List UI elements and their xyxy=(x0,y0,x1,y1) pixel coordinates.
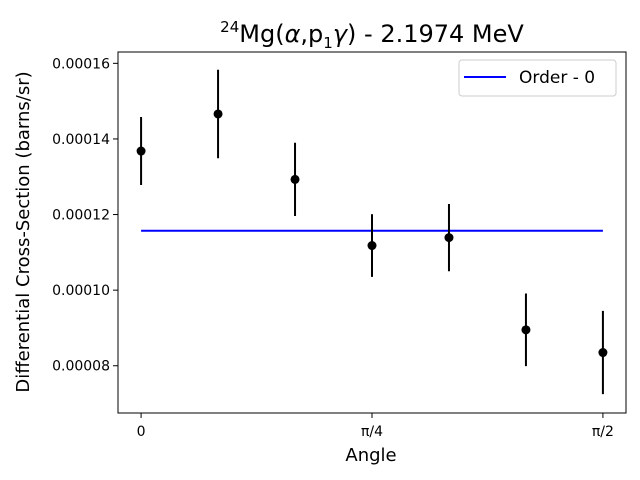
data-point xyxy=(367,241,377,251)
y-tick-label: 0.00008 xyxy=(52,359,110,375)
x-axis-label: Angle xyxy=(345,445,396,466)
x-tick-label: π/2 xyxy=(592,424,614,440)
title-mid: ,p xyxy=(300,20,323,48)
data-point xyxy=(521,325,531,335)
legend-label-order-0: Order - 0 xyxy=(519,68,595,88)
x-tick-label: 0 xyxy=(137,424,146,440)
x-axis-ticks: 0 π/4 π/2 xyxy=(137,413,614,440)
title-main: Mg( xyxy=(239,20,284,48)
title-end: ) - 2.1974 MeV xyxy=(347,20,524,48)
chart-title: 24Mg(α,p1γ) - 2.1974 MeV xyxy=(220,18,524,52)
title-gamma: γ xyxy=(333,20,349,48)
title-subscript: 1 xyxy=(323,34,333,52)
y-tick-label: 0.00014 xyxy=(52,132,110,148)
y-tick-label: 0.00012 xyxy=(52,208,110,224)
legend-box xyxy=(458,59,617,97)
y-tick-label: 0.00010 xyxy=(52,283,110,299)
data-point xyxy=(136,146,146,156)
data-point xyxy=(598,348,608,358)
data-point xyxy=(290,174,300,184)
y-axis-label: Differential Cross-Section (barns/sr) xyxy=(13,71,34,392)
title-alpha: α xyxy=(285,20,301,48)
data-point xyxy=(213,109,223,119)
x-tick-label: π/4 xyxy=(361,424,383,440)
title-superscript: 24 xyxy=(220,18,239,36)
data-point xyxy=(444,233,454,243)
legend: Order - 0 xyxy=(458,59,617,97)
y-axis-ticks: 0.00008 0.00010 0.00012 0.00014 0.00016 xyxy=(52,56,118,375)
y-tick-label: 0.00016 xyxy=(52,56,110,72)
data-series xyxy=(136,69,608,395)
